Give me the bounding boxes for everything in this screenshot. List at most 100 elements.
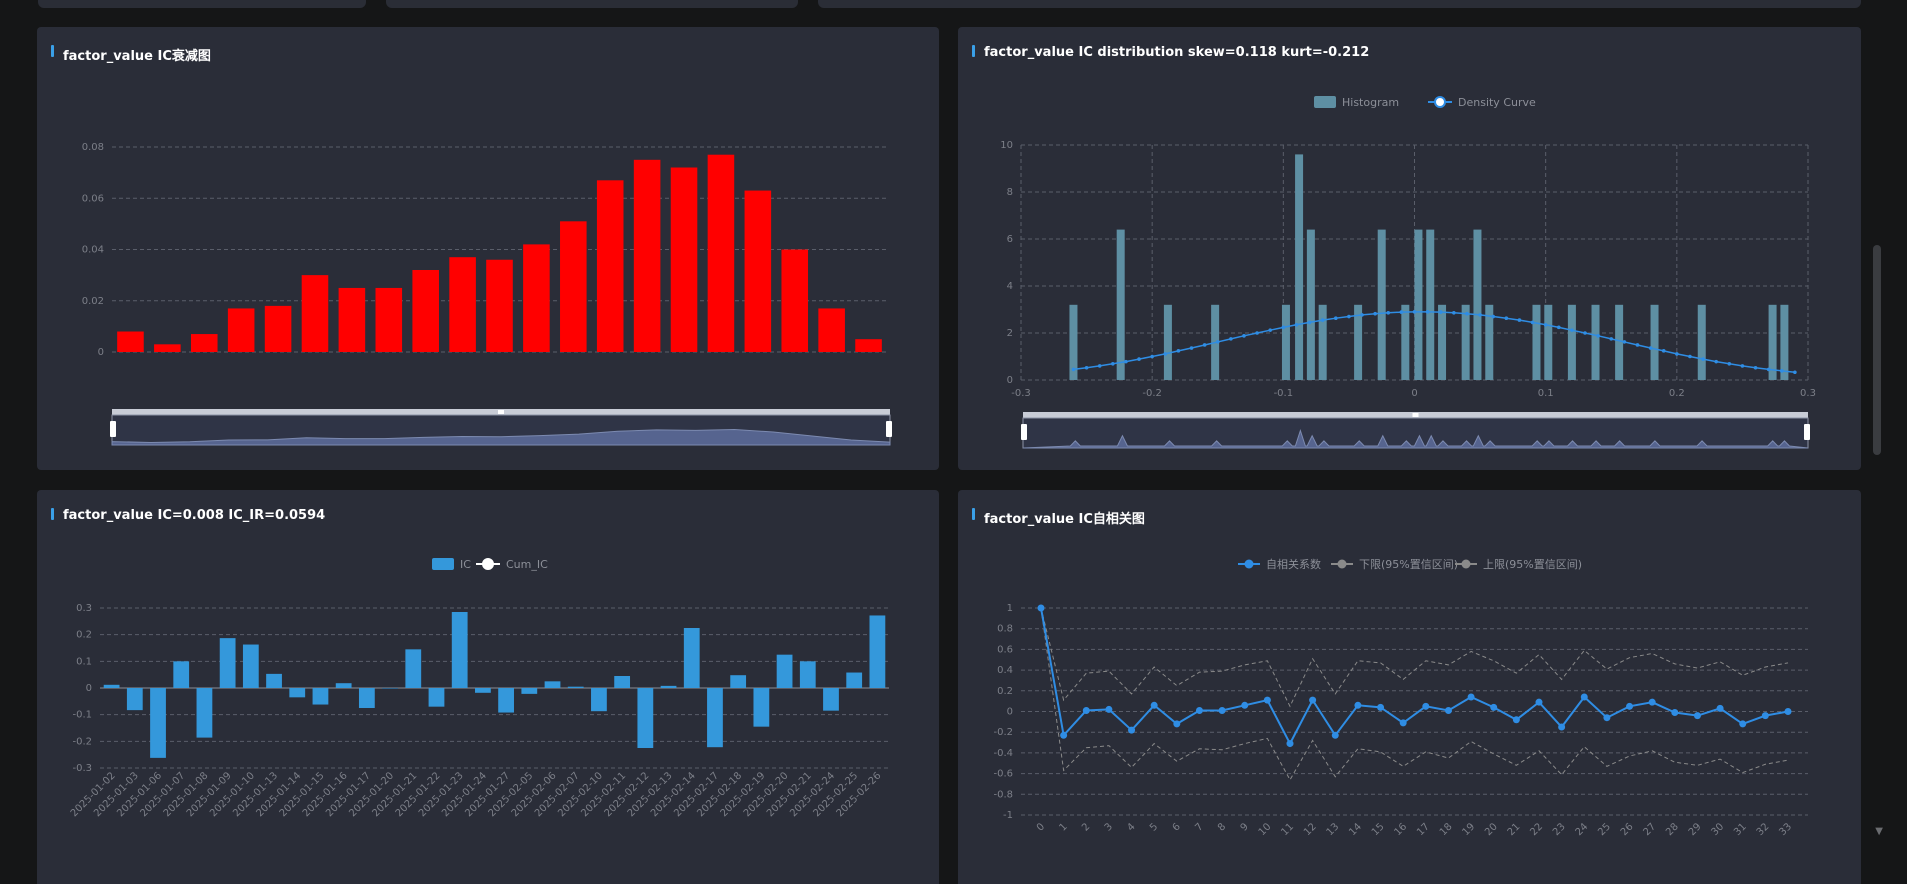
ic-series-chart[interactable]: -0.3-0.2-0.100.10.20.32025-01-022025-01-… [37, 490, 939, 884]
density-point [1491, 314, 1495, 319]
acf-point [1377, 703, 1385, 711]
ic-autocorr-chart[interactable]: -1-0.8-0.6-0.4-0.200.20.40.60.810 1 2 3 4 5 6 7… [958, 490, 1861, 884]
histogram-bar [1306, 229, 1315, 380]
bar [781, 249, 809, 352]
bar [633, 159, 661, 352]
density-point [1438, 310, 1443, 314]
bar [707, 154, 735, 352]
x-tick-label: 21 [1506, 821, 1523, 838]
zoom-handle-right [1804, 424, 1810, 440]
histogram-bar [1318, 304, 1327, 380]
histogram-bar [1768, 304, 1777, 380]
legend-ic-label: IC [460, 558, 471, 571]
density-point [1478, 313, 1482, 317]
acf-point [1626, 702, 1634, 710]
x-tick-label: 1 [1057, 821, 1069, 833]
ic-bar [173, 661, 190, 688]
y-tick-label: 0.2 [76, 630, 92, 641]
density-point [1399, 310, 1404, 314]
ic-bar [660, 685, 677, 688]
y-tick-label: 0 [1007, 375, 1013, 386]
x-tick-label: 28 [1664, 821, 1681, 838]
x-tick-label: 0.1 [1538, 388, 1554, 399]
ic-bar [475, 688, 491, 693]
x-tick-label: 19 [1460, 821, 1477, 838]
bar [190, 334, 218, 352]
density-point [1425, 310, 1430, 314]
legend-density-marker [1434, 96, 1446, 108]
bar [560, 221, 587, 352]
histogram-bar [1780, 304, 1789, 380]
acf-point [1037, 604, 1045, 612]
zoom-drag-handle [1412, 413, 1419, 417]
zoom-preview [1022, 429, 1809, 449]
histogram-bar [1485, 304, 1494, 380]
ic-bar [451, 612, 468, 688]
density-point [1281, 325, 1286, 330]
page-scrollbar-thumb[interactable] [1873, 245, 1881, 455]
ic-series-panel: factor_value IC=0.008 IC_IR=0.0594 -0.3 -… [37, 490, 939, 884]
acf-point [1331, 731, 1339, 739]
acf-point [1399, 719, 1407, 727]
ic-bar [428, 688, 445, 707]
acf-point [1761, 712, 1769, 720]
title-text: factor_value IC自相关图 [984, 512, 1145, 527]
ic-bar [799, 661, 816, 688]
scroll-down-icon[interactable]: ▼ [1875, 826, 1883, 837]
histogram-bar [1473, 229, 1482, 380]
acf-point [1558, 723, 1566, 731]
density-point [1137, 357, 1141, 361]
panel-title: factor_value IC自相关图 [972, 508, 1145, 527]
bar [264, 305, 292, 352]
ic-bar [614, 676, 631, 688]
zoom-handle-right [886, 421, 892, 437]
density-point [1609, 337, 1614, 341]
density-point [1596, 334, 1600, 338]
y-tick-label: 0.4 [997, 665, 1013, 676]
y-tick-label: -0.2 [993, 727, 1013, 738]
ic-autocorr-panel: factor_value IC自相关图 -1 -0.8 -0.6 -0.4 -0.2 0 0… [958, 490, 1861, 884]
legend-cum-marker [482, 558, 494, 570]
x-tick-label: 14 [1347, 821, 1364, 838]
bar [338, 287, 366, 352]
x-tick-label: 16 [1393, 821, 1410, 838]
zoom-handle-left [1021, 424, 1027, 440]
ic-bar [196, 688, 213, 738]
density-point [1556, 325, 1561, 330]
density-point [1229, 337, 1233, 341]
ic-distribution-panel: factor_value IC distribution skew=0.118 … [958, 27, 1861, 470]
acf-point [1671, 709, 1679, 717]
y-tick-label: -0.8 [993, 789, 1013, 800]
ic-distribution-chart[interactable]: 0 2 4 6 8 10 -0.3 -0.2 -0.1 0 0.1 0.2 0.3 Histogram De… [958, 27, 1861, 470]
histogram-bar [1532, 304, 1541, 380]
x-tick-label: 13 [1325, 821, 1342, 838]
x-tick-label: 33 [1777, 821, 1794, 838]
acf-line [1040, 607, 1789, 746]
bound-line [1040, 607, 1789, 781]
density-point [1373, 311, 1377, 316]
y-tick-label: 0.04 [82, 245, 104, 256]
bar [412, 270, 439, 352]
bar [855, 339, 882, 352]
density-point [1084, 365, 1089, 370]
density-point [1779, 369, 1784, 373]
ic-decay-chart[interactable]: 0 0.02 0.04 0.06 0.08 [37, 27, 939, 470]
acf-point [1648, 698, 1656, 706]
density-point [1583, 331, 1587, 335]
y-tick-label: -1 [1003, 810, 1013, 821]
x-tick-label: 7 [1193, 821, 1205, 833]
density-point [1570, 328, 1574, 332]
y-tick-label: 1 [1007, 603, 1013, 614]
y-tick-label: -0.4 [993, 748, 1013, 759]
density-point [1504, 316, 1509, 320]
ic-bar [382, 688, 398, 689]
histogram-bar [1295, 154, 1304, 380]
x-tick-label: 30 [1709, 821, 1726, 838]
histogram-bar [1354, 304, 1363, 380]
legend-ic-swatch [432, 558, 454, 570]
bar [154, 344, 181, 352]
y-tick-label: 0.6 [997, 644, 1013, 655]
y-tick-label: 10 [1000, 140, 1013, 151]
ic-bar [846, 672, 863, 688]
histogram-bar [1426, 229, 1435, 380]
